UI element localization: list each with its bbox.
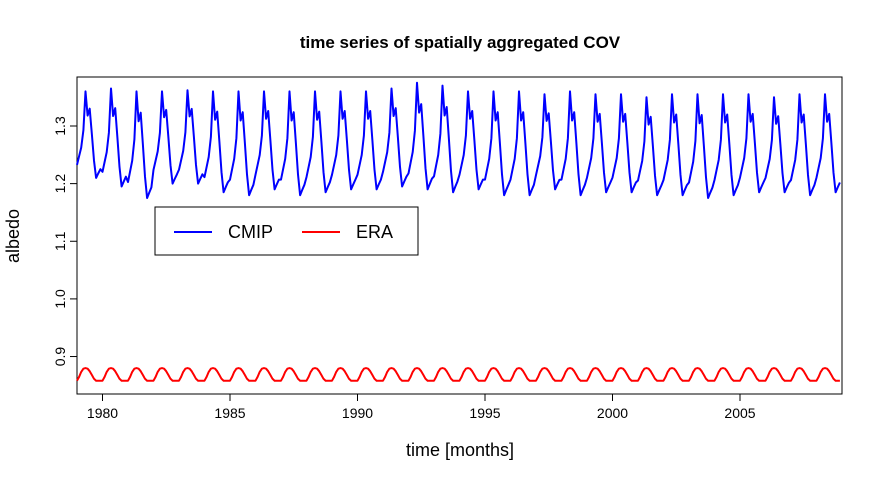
series-line-cmip: [76, 81, 841, 199]
x-tick-label: 1980: [87, 405, 118, 421]
legend: CMIP ERA: [154, 206, 419, 256]
legend-label-era: ERA: [356, 222, 393, 242]
x-axis: 1980 1985 1990 1995 2000 2005: [87, 394, 756, 421]
y-axis: 0.9 1.0 1.1 1.2 1.3: [52, 116, 77, 366]
legend-label-cmip: CMIP: [228, 222, 273, 242]
series-layer: [76, 81, 841, 382]
x-tick-label: 1995: [469, 405, 500, 421]
chart-title: time series of spatially aggregated COV: [300, 33, 621, 52]
y-tick-label: 0.9: [52, 347, 68, 367]
x-tick-label: 2000: [597, 405, 628, 421]
y-tick-label: 1.0: [52, 289, 68, 309]
x-tick-label: 2005: [724, 405, 755, 421]
x-tick-label: 1985: [214, 405, 245, 421]
y-tick-label: 1.3: [52, 116, 68, 136]
series-line-era: [76, 367, 840, 382]
x-tick-label: 1990: [342, 405, 373, 421]
plot-frame: [76, 76, 843, 395]
y-axis-label: albedo: [3, 209, 23, 263]
x-axis-label: time [months]: [406, 440, 514, 460]
y-tick-label: 1.2: [52, 174, 68, 194]
y-tick-label: 1.1: [52, 231, 68, 251]
